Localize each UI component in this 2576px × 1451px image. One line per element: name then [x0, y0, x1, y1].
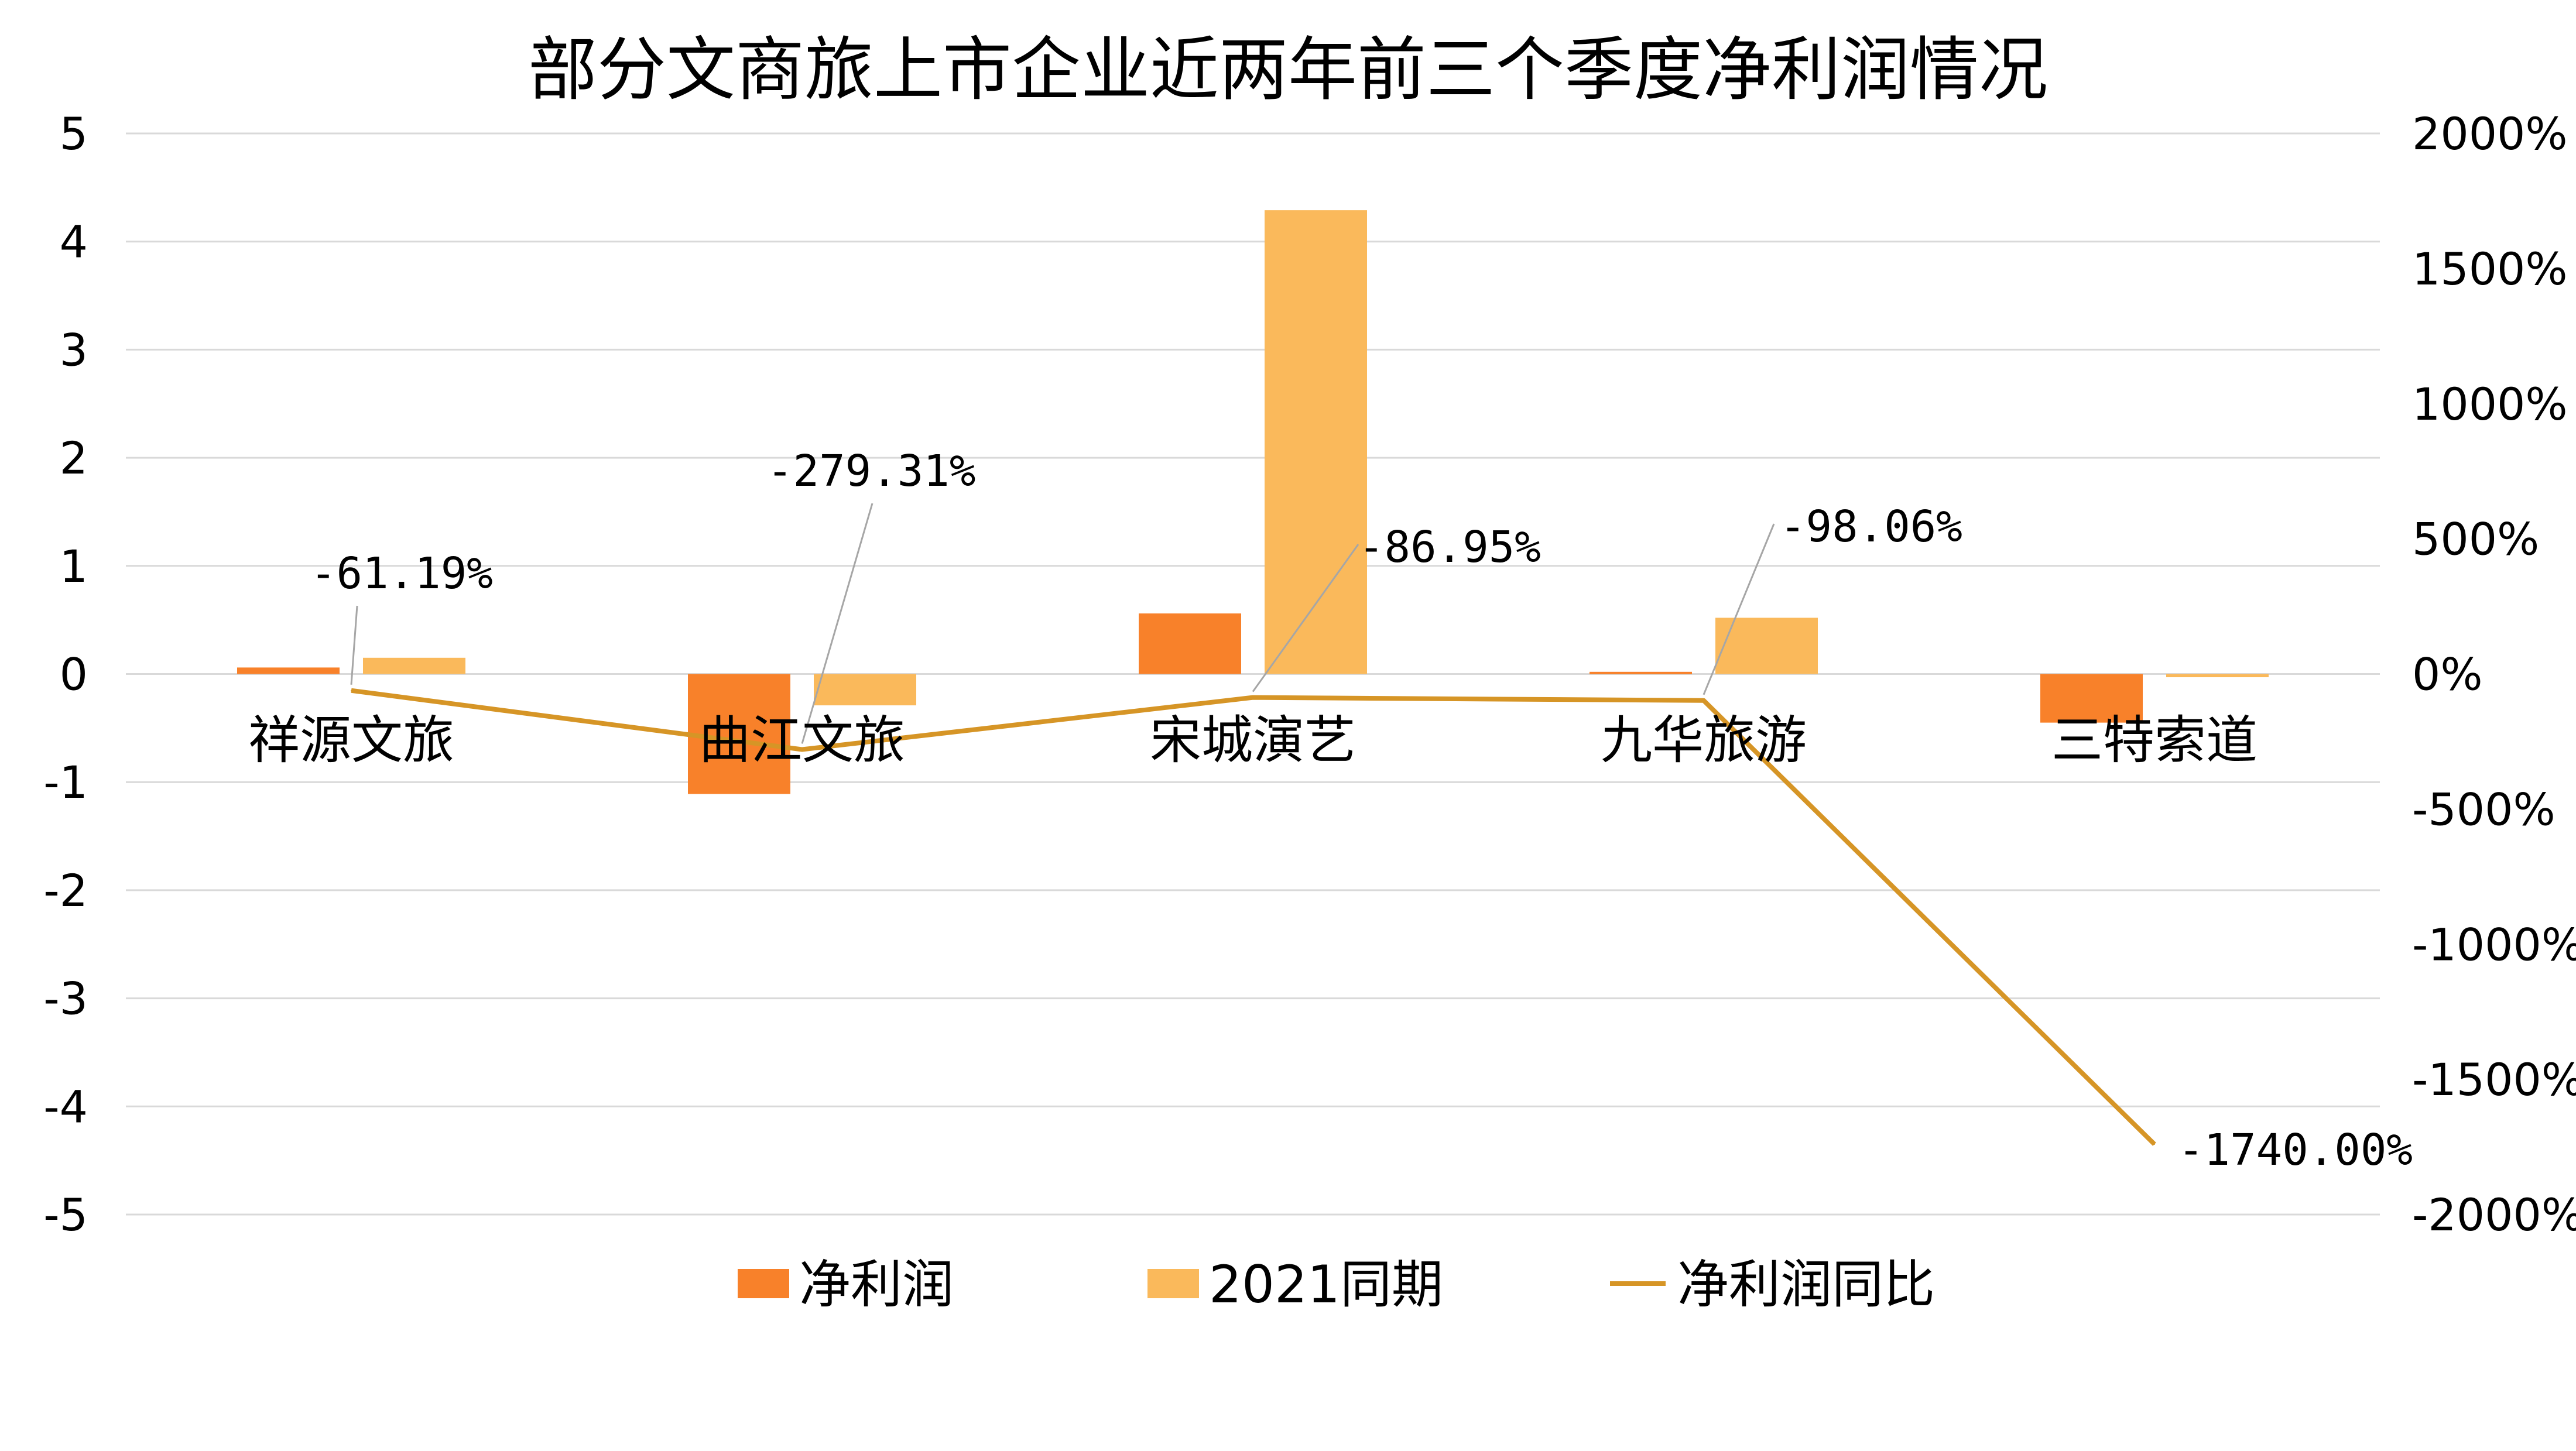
category-label: 曲江文旅: [699, 710, 905, 770]
leader-line: [801, 503, 873, 744]
legend-swatch: [738, 1269, 789, 1298]
legend-swatch: [1147, 1269, 1199, 1298]
leader-line: [1703, 523, 1775, 695]
y-left-tick-label: 3: [60, 324, 88, 376]
y-right-tick-label: -2000%: [2412, 1189, 2576, 1241]
bar-prior-year-0: [363, 657, 465, 674]
y-right-tick-label: -500%: [2412, 783, 2556, 835]
y-axis-right: 2000% 1500% 1000% 500% 0% -500% -1000% -1500% -2…: [2412, 108, 2576, 1241]
y-left-tick-label: -1: [43, 756, 88, 808]
category-label: 九华旅游: [1601, 710, 1807, 770]
data-label-yoy: -279.31%: [767, 446, 975, 496]
category-label: 宋城演艺: [1150, 710, 1356, 770]
y-right-tick-label: 1000%: [2412, 378, 2568, 430]
category-label: 祥源文旅: [248, 710, 454, 770]
gridlines: [126, 132, 2380, 1216]
bars: [237, 210, 2269, 794]
chart-title: 部分文商旅上市企业近两年前三个季度净利润情况: [528, 29, 2048, 110]
y-left-tick-label: -5: [43, 1189, 88, 1241]
line-point: [1252, 697, 1253, 698]
bar-net-profit-2: [1139, 613, 1241, 674]
line-point: [801, 749, 803, 750]
y-axis-left: 5 4 3 2 1 0 -1 -2 -3 -4 -5: [43, 108, 88, 1241]
bar-net-profit-1: [688, 674, 790, 794]
bar-prior-year-3: [1715, 618, 1818, 674]
bar-prior-year-2: [1265, 210, 1367, 674]
y-left-tick-label: -4: [43, 1080, 88, 1133]
y-right-tick-label: 1500%: [2412, 243, 2568, 295]
x-axis-categories: 祥源文旅 曲江文旅 宋城演艺 九华旅游 三特索道: [248, 710, 2258, 770]
line-series: [351, 688, 2156, 1146]
data-label-yoy: -1740.00%: [2178, 1125, 2413, 1175]
data-label-yoy: -86.95%: [1358, 522, 1541, 572]
line-point: [1703, 699, 1704, 701]
bar-net-profit-4: [2040, 674, 2143, 723]
y-left-tick-label: 0: [60, 649, 88, 701]
bar-net-profit-0: [237, 667, 340, 674]
y-right-tick-label: 0%: [2412, 649, 2483, 701]
y-right-tick-label: 2000%: [2412, 108, 2568, 160]
y-right-tick-label: -1500%: [2412, 1054, 2576, 1106]
legend: 净利润 2021同期 净利润同比: [738, 1254, 1935, 1315]
y-left-tick-label: -2: [43, 865, 88, 917]
y-left-tick-label: -3: [43, 973, 88, 1025]
line-point: [351, 690, 352, 691]
data-label-yoy: -61.19%: [310, 548, 493, 599]
y-left-tick-label: 5: [60, 108, 88, 160]
data-label-callouts: -61.19% -279.31% -86.95% -98.06% -1740.00%: [310, 446, 2413, 1175]
y-left-tick-label: 2: [60, 432, 88, 484]
y-right-tick-label: -1000%: [2412, 918, 2576, 970]
leader-line: [350, 605, 358, 685]
data-label-yoy: -98.06%: [1780, 502, 1962, 552]
category-label: 三特索道: [2051, 710, 2258, 770]
y-left-tick-label: 1: [60, 540, 88, 592]
leader-line: [1252, 544, 1359, 692]
legend-label: 2021同期: [1209, 1254, 1443, 1315]
line-point: [2154, 1143, 2155, 1145]
bar-prior-year-1: [814, 674, 916, 706]
legend-label: 净利润同比: [1677, 1254, 1935, 1315]
bar-net-profit-3: [1590, 671, 1692, 674]
y-right-tick-label: 500%: [2412, 513, 2539, 565]
y-left-tick-label: 4: [60, 216, 88, 268]
legend-label: 净利润: [799, 1254, 954, 1315]
bar-prior-year-4: [2166, 674, 2269, 678]
